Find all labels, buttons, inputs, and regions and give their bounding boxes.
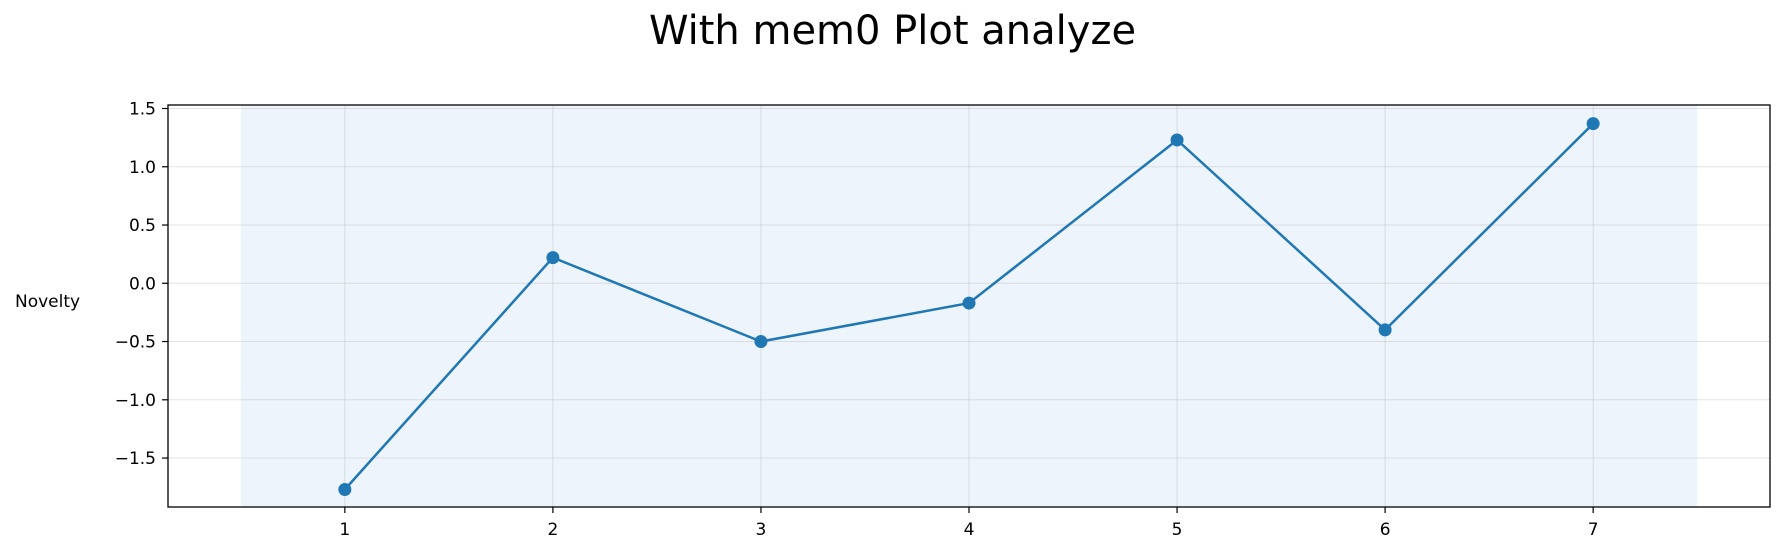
y-tick-label: −1.0 bbox=[115, 391, 156, 411]
x-tick-label: 5 bbox=[1172, 520, 1183, 540]
data-point bbox=[962, 296, 976, 310]
y-axis-label: Novelty bbox=[15, 292, 80, 312]
y-tick-label: 0.0 bbox=[129, 274, 156, 294]
grid-lines bbox=[168, 105, 1770, 507]
y-tick-label: 1.0 bbox=[129, 158, 156, 178]
chart-title: With mem0 Plot analyze bbox=[648, 8, 1137, 54]
data-point bbox=[546, 251, 560, 265]
y-tick-label: 0.5 bbox=[129, 216, 156, 236]
data-point bbox=[1378, 323, 1392, 337]
data-points bbox=[338, 117, 1600, 497]
x-tick-label: 3 bbox=[756, 520, 767, 540]
y-tick-label: −0.5 bbox=[115, 333, 156, 353]
data-point bbox=[1170, 133, 1184, 147]
x-tick-label: 2 bbox=[547, 520, 558, 540]
x-tick-label: 4 bbox=[964, 520, 975, 540]
data-point bbox=[338, 483, 352, 497]
x-tick-label: 1 bbox=[339, 520, 350, 540]
data-point bbox=[1586, 117, 1600, 131]
y-tick-label: 1.5 bbox=[129, 99, 156, 119]
data-point bbox=[754, 335, 768, 349]
axis-ticks: 1 2 3 4 5 6 7 1.5 1.0 0.5 0.0 −0.5 −1.0 −1.5 bbox=[115, 99, 1599, 540]
x-tick-label: 6 bbox=[1380, 520, 1391, 540]
y-tick-label: −1.5 bbox=[115, 449, 156, 469]
x-tick-label: 7 bbox=[1588, 520, 1599, 540]
